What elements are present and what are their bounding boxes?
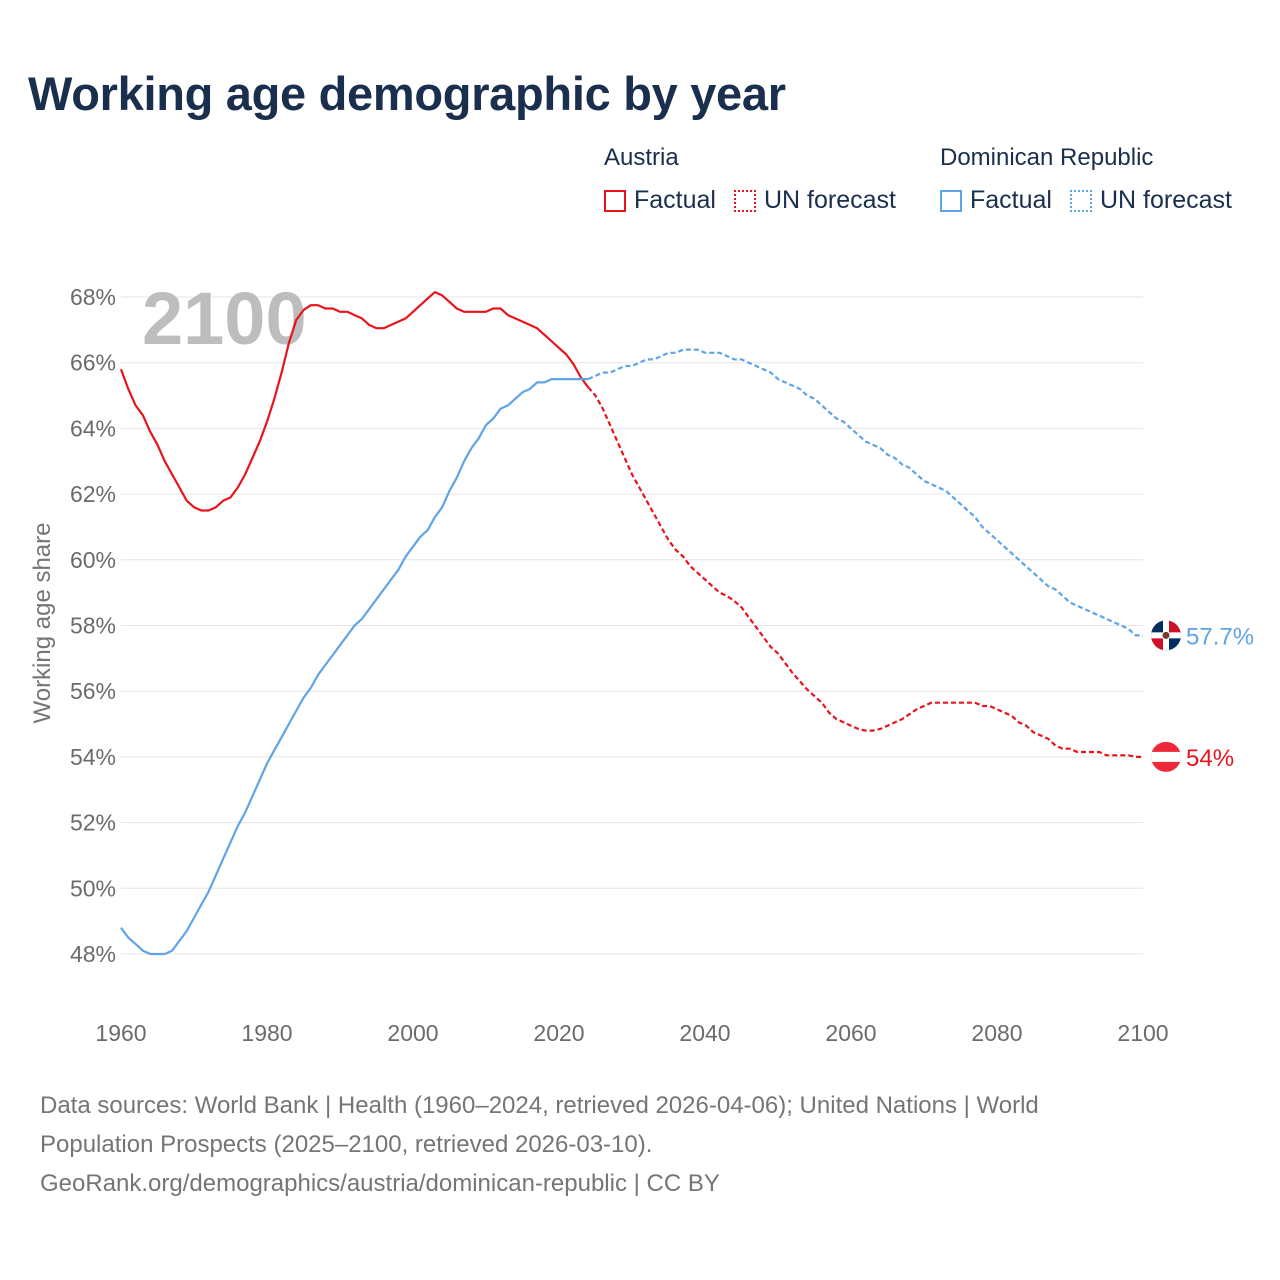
series-line-austria-forecast[interactable] (587, 386, 1143, 758)
legend-dominican-republic: Dominican Republic Factual UN forecast (940, 144, 1232, 215)
legend-item-dr-forecast[interactable]: UN forecast (1069, 186, 1232, 215)
sources-line-2: Population Prospects (2025–2100, retriev… (40, 1131, 653, 1158)
grid-layer (121, 296, 1143, 955)
y-tick-label: 56% (70, 678, 116, 704)
solid-swatch-icon (604, 189, 626, 212)
legend-item-dr-factual[interactable]: Factual (940, 186, 1052, 215)
sources-link[interactable]: GeoRank.org/demographics/austria/dominic… (40, 1170, 720, 1197)
dotted-swatch-icon (1069, 189, 1092, 212)
legend-item-austria-factual[interactable]: Factual (604, 186, 716, 215)
x-tick-label: 2000 (387, 1020, 438, 1046)
y-tick-label: 68% (70, 284, 116, 310)
dominican-republic-flag-icon (1151, 620, 1181, 651)
dotted-swatch-icon (733, 189, 756, 212)
y-tick-label: 60% (70, 547, 116, 573)
y-tick-label: 62% (70, 481, 116, 507)
legend-item-label: Factual (634, 186, 716, 214)
end-labels: 54% 57.7% (1151, 620, 1254, 772)
y-tick-label: 50% (70, 875, 116, 901)
y-tick-label: 58% (70, 613, 116, 639)
legend-group-label: Austria (604, 144, 679, 171)
y-tick-label: 54% (70, 744, 116, 770)
x-tick-label: 1980 (241, 1020, 292, 1046)
y-tick-label: 64% (70, 415, 116, 441)
austria-flag-icon (1151, 741, 1181, 772)
x-tick-label: 2020 (533, 1020, 584, 1046)
end-value-label: 57.7% (1186, 623, 1254, 650)
line-chart: 2100 48% 50% 52% 54% 56% 58% 60% 62% 64% 66% 68% 1… (29, 277, 1254, 1046)
x-tick-label: 2060 (825, 1020, 876, 1046)
y-axis: 48% 50% 52% 54% 56% 58% 60% 62% 64% 66% 68% (70, 284, 116, 967)
x-tick-label: 2040 (679, 1020, 730, 1046)
sources-line-1: Data sources: World Bank | Health (1960–… (40, 1092, 1039, 1119)
y-tick-label: 52% (70, 810, 116, 836)
series-line-dominican-republic-forecast[interactable] (587, 348, 1143, 637)
x-axis: 1960 1980 2000 2020 2040 2060 2080 2100 (95, 1020, 1168, 1046)
legend-item-label: UN forecast (763, 186, 896, 214)
series-layer (119, 291, 1143, 956)
data-sources: Data sources: World Bank | Health (1960–… (40, 1086, 1190, 1203)
y-axis-label: Working age share (29, 523, 56, 724)
series-line-dominican-republic-factual[interactable] (120, 378, 589, 956)
x-tick-label: 2080 (971, 1020, 1022, 1046)
y-tick-label: 66% (70, 350, 116, 376)
legend-item-label: UN forecast (1099, 186, 1232, 214)
y-tick-label: 48% (70, 941, 116, 967)
x-tick-label: 1960 (95, 1020, 146, 1046)
legend-austria: Austria Factual UN forecast (604, 144, 896, 215)
legend-group-label: Dominican Republic (940, 144, 1154, 171)
chart-title: Working age demographic by year (28, 67, 786, 120)
year-watermark: 2100 (142, 277, 307, 360)
legend-item-label: Factual (970, 186, 1052, 214)
solid-swatch-icon (940, 189, 962, 212)
legend-item-austria-forecast[interactable]: UN forecast (733, 186, 896, 215)
series-line-austria-factual[interactable] (119, 291, 590, 512)
x-tick-label: 2100 (1117, 1020, 1168, 1046)
end-value-label: 54% (1186, 745, 1234, 772)
